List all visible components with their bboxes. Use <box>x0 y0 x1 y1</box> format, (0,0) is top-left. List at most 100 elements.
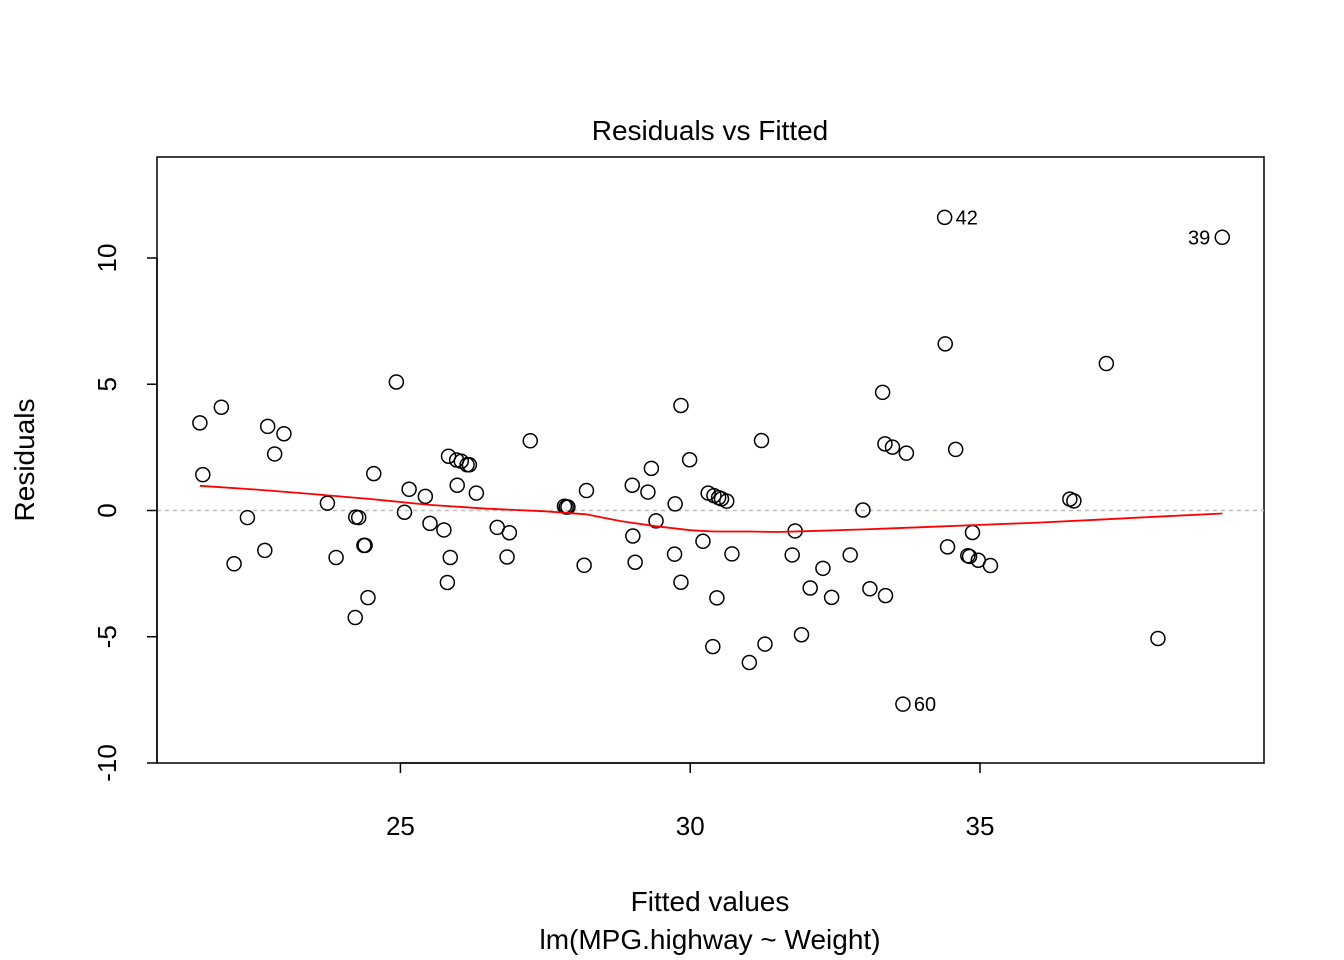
residual-point <box>388 374 405 390</box>
residual-point <box>501 524 518 541</box>
outlier-label-60: 60 <box>914 694 936 716</box>
residual-point <box>347 609 363 626</box>
residual-point <box>884 439 901 455</box>
residual-point <box>709 590 725 606</box>
x-axis-label: Fitted values <box>631 886 790 917</box>
residual-point <box>439 574 456 591</box>
residual-point <box>648 513 664 529</box>
residual-point <box>936 209 953 226</box>
residual-point <box>239 509 256 526</box>
outlier-label-39: 39 <box>1188 227 1210 249</box>
residual-point <box>753 432 770 449</box>
residual-point <box>695 533 711 550</box>
residual-point <box>356 537 372 554</box>
residual-point <box>939 539 956 555</box>
residual-point <box>348 509 364 525</box>
residual-point <box>705 638 721 655</box>
x-axis: 25 30 35 <box>386 762 995 841</box>
residual-point <box>560 499 576 515</box>
chart-title: Residuals vs Fitted <box>592 115 829 146</box>
y-axis: -10 -5 0 5 10 <box>92 244 158 782</box>
residual-point <box>718 493 735 509</box>
x-tick-label: 25 <box>386 811 415 841</box>
residual-point <box>898 445 915 461</box>
residual-point <box>741 654 758 671</box>
residual-point <box>350 509 367 526</box>
residual-point <box>802 580 818 596</box>
residual-point <box>937 336 953 352</box>
residual-point <box>627 554 643 571</box>
residual-point <box>964 524 981 541</box>
y-tick-label: 10 <box>92 244 122 273</box>
residual-point <box>877 587 894 604</box>
residual-point <box>895 696 911 712</box>
residual-point <box>681 451 698 468</box>
residual-point <box>440 448 457 464</box>
residual-point <box>1098 355 1115 372</box>
residual-point <box>499 549 515 565</box>
residual-point <box>624 477 641 493</box>
residual-point <box>874 384 891 401</box>
y-tick-label: 5 <box>92 377 122 391</box>
residual-point <box>757 636 773 652</box>
residual-point <box>266 446 283 462</box>
y-tick-label: -5 <box>92 625 122 648</box>
residual-point <box>449 477 465 493</box>
y-tick-label: 0 <box>92 503 122 517</box>
residual-point <box>815 560 831 577</box>
residual-point <box>576 557 592 574</box>
residual-point <box>360 589 376 606</box>
residual-point <box>625 528 641 544</box>
residual-point <box>667 496 683 512</box>
residual-point <box>401 481 417 498</box>
residual-point <box>226 556 242 572</box>
outlier-labels: 60 42 39 <box>914 207 1210 716</box>
residual-point <box>422 515 438 532</box>
residual-point <box>461 457 478 473</box>
residual-point <box>276 425 292 442</box>
y-axis-label: Residuals <box>9 399 40 522</box>
residual-point <box>862 581 878 597</box>
smooth-trend-line <box>199 484 1223 533</box>
residual-point <box>793 626 810 643</box>
residual-point <box>724 546 740 562</box>
residual-point <box>982 557 999 574</box>
residual-point <box>366 465 382 482</box>
residual-point <box>328 549 344 566</box>
y-tick-label: -10 <box>92 744 122 782</box>
residual-point <box>673 397 689 414</box>
x-tick-label: 30 <box>676 811 705 841</box>
residual-point <box>961 548 978 565</box>
residual-point <box>257 542 273 559</box>
residual-point <box>1214 229 1231 246</box>
model-formula-subtitle: lm(MPG.highway ~ Weight) <box>539 924 880 955</box>
x-tick-label: 35 <box>966 811 995 841</box>
outlier-label-42: 42 <box>956 207 978 229</box>
residual-point <box>643 460 660 477</box>
residual-point <box>1066 493 1082 509</box>
residual-point <box>640 484 656 500</box>
residual-point <box>357 537 373 554</box>
residual-point <box>877 436 893 452</box>
residual-point <box>784 547 800 563</box>
residual-point <box>417 488 434 505</box>
residual-point <box>673 574 689 590</box>
residual-point <box>522 433 539 449</box>
residual-point <box>442 549 459 566</box>
residual-point <box>855 502 871 518</box>
residual-point <box>213 399 230 415</box>
residual-points <box>192 209 1231 712</box>
residual-point <box>436 522 452 538</box>
residual-point <box>195 466 211 483</box>
residual-point <box>666 546 683 562</box>
residual-point <box>319 495 336 511</box>
residual-point <box>259 418 276 435</box>
residual-point <box>578 482 595 499</box>
residual-point <box>947 441 964 458</box>
residual-point <box>192 415 208 431</box>
residual-point <box>823 589 840 606</box>
residual-point <box>396 504 413 521</box>
plot-frame <box>156 156 1265 764</box>
residual-point <box>1150 630 1166 647</box>
